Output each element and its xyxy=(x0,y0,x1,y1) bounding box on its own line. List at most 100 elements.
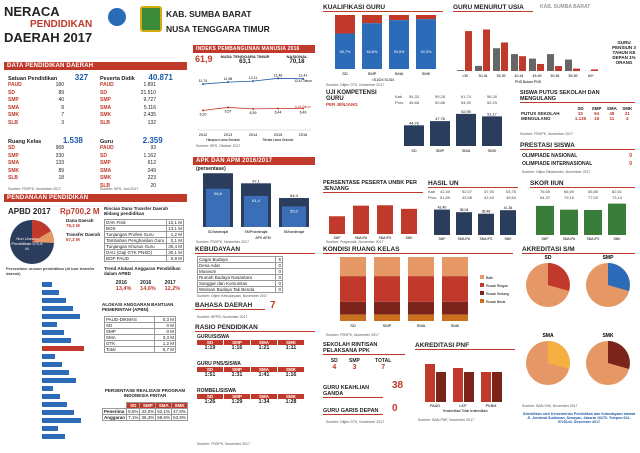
rls-label: 6,44 xyxy=(275,110,282,114)
unbk-bar-chart: SMP SMA IPA SMA IPS SMK xyxy=(329,205,417,240)
un-prov-row: Prov. 51,89 43,98 42,40 49,64 xyxy=(428,195,517,200)
kondisi-cat: SMA xyxy=(417,323,426,328)
tren-table: 2016 2016 2017 13,4% 14,6% 12,2% xyxy=(112,280,188,292)
ukg-cat: SMA xyxy=(462,149,471,153)
unbk-cat: SMA IPA xyxy=(355,236,368,240)
ipm-src: Sumber: BPS, Oktober 2017 xyxy=(196,144,241,148)
kondisi-seg xyxy=(374,314,400,321)
pip2-head: PERSENTASE REALISASI PROGRAM INDONESIA P… xyxy=(104,388,186,398)
usia-bar-pns xyxy=(493,48,500,71)
persen-bar xyxy=(42,314,80,319)
unbk-bar xyxy=(353,205,369,234)
kondisi-seg xyxy=(374,257,400,277)
akred-pies: SD SMP SMA SMK xyxy=(526,255,630,385)
un-header: HASIL UN xyxy=(428,180,518,188)
rls-label: 6,57 xyxy=(225,109,232,113)
ukg-bar xyxy=(430,121,450,146)
skor-cat: SMA IPS xyxy=(587,237,600,241)
kual-header: KUALIFIKASI GURU xyxy=(323,4,443,12)
kondisi-seg xyxy=(442,257,468,277)
table-row: Tunjangan Khusus Guru 30,4 M xyxy=(103,243,184,250)
rk-label: Ruang Kelas xyxy=(8,139,42,145)
tren-val-3: 12,2% xyxy=(164,286,181,292)
table-row: BOP PAUD 0,9 M xyxy=(103,255,184,262)
skor-bar xyxy=(560,209,578,235)
rls-label: 6,39 xyxy=(250,111,257,115)
usia-bar-non xyxy=(537,63,544,71)
kual-bar-low xyxy=(416,15,436,20)
ipm-line-chart: 11,74 6,20 2012 11,98 6,57 2013 12,11 6,39 2014 1… xyxy=(197,73,312,142)
ipm-nas: NASIONAL 70,18 xyxy=(286,54,308,65)
ukg-bar-chart: 44,78 SD 47,78 SMP 52,95 SMA 51,17 SMK xyxy=(404,110,502,153)
list-item: SD 21.510 xyxy=(100,89,156,96)
bahasa-src: Sumber: BPPB, November 2017 xyxy=(197,315,248,319)
usia-bar-non xyxy=(465,31,472,72)
kual-cat: SMA xyxy=(395,71,404,76)
keb-src: Sumber: Ditjen Kebudayaan, November 2017 xyxy=(197,294,268,298)
ukg-label: 44,78 xyxy=(409,121,419,125)
persen-bar xyxy=(42,402,67,407)
kondisi-seg xyxy=(408,276,434,302)
list-item: SMA 249 xyxy=(100,167,156,174)
unbk-cat: SMA IPS xyxy=(379,236,392,240)
kondisi-src: Sumber: PDSPK, November 2017 xyxy=(326,333,379,337)
hls-label: 11,74 xyxy=(199,79,208,83)
usia-kab-tag: KAB. SUMBA BARAT xyxy=(540,4,591,10)
ukg-label: 52,95 xyxy=(461,110,471,114)
persen-bar xyxy=(42,386,53,391)
apm-label: 55,0 xyxy=(290,208,299,213)
pnf-header: AKREDITASI PNF xyxy=(415,342,515,350)
pip2-table: SD SMP SMA SMK Penerima 8,5% 33,0% 52,1% 47,8% An… xyxy=(101,402,188,421)
usia-bar-pns xyxy=(529,58,536,71)
skor-prov-row: 64,37 79,19 77,00 73,14 xyxy=(540,195,623,200)
unbk-cat: SMP xyxy=(334,236,341,240)
year-label: 2012 xyxy=(199,133,207,137)
skor-bar-chart: SMP SMA IPA SMA IPS SMK xyxy=(536,203,626,241)
list-item: SLB 3 xyxy=(8,119,64,126)
persen-bar xyxy=(42,290,59,295)
keb-header: KEBUDAYAAN xyxy=(195,246,315,254)
usia-cat: 55-59 xyxy=(569,74,578,78)
hls-label: 11,98 xyxy=(224,77,233,81)
hls-point xyxy=(202,83,204,86)
garis-value: 0 xyxy=(392,403,398,414)
persen-bar xyxy=(42,338,71,343)
kab-name: KAB. SUMBA BARAT xyxy=(166,9,252,19)
guru-block: Guru 2.359 PAUD 93 SD 1.162 SMP 612 SMA 249 SMK 2… xyxy=(100,136,185,190)
ukg-kab-row: Kab 54,33 59,28 61,74 56,30 xyxy=(395,94,498,99)
list-item: SMK 89 xyxy=(8,167,64,174)
kual-label: 65,7% xyxy=(340,50,351,54)
list-item: SMK 7 xyxy=(8,112,64,118)
apbd-pie xyxy=(10,220,55,264)
list-item: SLB 132 xyxy=(100,119,156,126)
akred-slice xyxy=(548,263,570,291)
hls-label: 12,41 xyxy=(299,74,308,78)
persen-bar xyxy=(42,378,76,383)
un-cat: SMP xyxy=(439,237,446,241)
title-line2: PENDIDIKAN xyxy=(30,19,93,30)
apm-label: 61,4 xyxy=(252,198,261,203)
kual-bar-low xyxy=(389,15,409,21)
kondisi-seg xyxy=(408,301,434,315)
list-item: SMA 133 xyxy=(8,160,64,166)
ukg-cat: SMK xyxy=(488,149,497,153)
apm-bar xyxy=(206,188,230,227)
apk-label: 119,5 xyxy=(213,172,223,173)
hls-point xyxy=(302,77,304,80)
un-label: 41,36 xyxy=(504,206,513,210)
skor-cat: SMA IPA xyxy=(563,237,576,241)
title-line1: NERACA xyxy=(4,4,60,19)
un-cat: SMA IPA xyxy=(458,237,471,241)
persen-bar xyxy=(42,282,52,287)
pnf-bar-a xyxy=(481,372,491,402)
prestasi-src: Sumber: Ditjen Dikdasmen, November 2017 xyxy=(522,170,591,174)
usia-bar-non xyxy=(591,69,598,71)
kual-bar-s1 xyxy=(389,20,409,69)
rls-point xyxy=(277,107,279,110)
apk-label: 64,4 xyxy=(290,193,299,198)
un-bar xyxy=(456,212,472,235)
hls-label: 12,11 xyxy=(249,76,258,80)
prestasi-r2: OLIMPIADE INTERNASIONAL 0 xyxy=(522,161,632,167)
akred-label: SMA xyxy=(542,333,554,339)
